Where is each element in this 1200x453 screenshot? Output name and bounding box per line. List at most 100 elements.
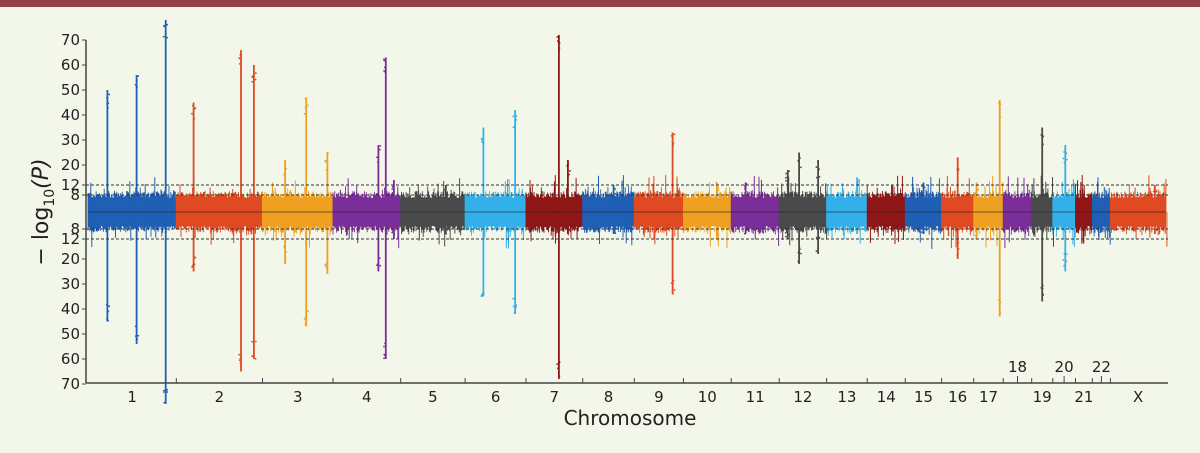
peak-point — [614, 188, 617, 190]
peak-point — [251, 355, 254, 357]
peak-point — [377, 148, 380, 151]
peak-point — [513, 126, 516, 129]
x-tick-label-chr-13: 13 — [837, 388, 856, 406]
peak-point — [800, 166, 802, 169]
peak-point — [924, 195, 927, 198]
peak-point — [922, 198, 925, 201]
peak-point — [515, 115, 518, 118]
peak-point — [240, 54, 242, 57]
peak-point — [786, 175, 789, 178]
peak-chr11-20 — [743, 182, 748, 235]
peak-chr7-15 — [556, 35, 561, 379]
y-tick-label-bottom: 20 — [61, 250, 80, 268]
peak-point — [251, 340, 254, 343]
peak-point — [307, 104, 309, 107]
peak-point — [384, 342, 386, 345]
y-tick-label-bottom: 70 — [61, 375, 80, 393]
peak-point — [999, 103, 1002, 105]
peak-point — [445, 192, 447, 195]
x-tick-label-chr-4: 4 — [362, 388, 372, 406]
peak-point — [785, 224, 787, 227]
peak-point — [672, 144, 674, 147]
peak-point — [305, 98, 308, 100]
y-tick-label-bottom: 50 — [61, 325, 80, 343]
peak-point — [163, 25, 166, 28]
peak-point — [482, 128, 485, 131]
chromosome-6-points — [464, 179, 526, 249]
peak-point — [957, 248, 960, 250]
peak-point — [1041, 287, 1044, 290]
peak-point — [239, 57, 242, 60]
peak-chr20-31 — [1062, 145, 1068, 272]
chromosome-6-noise — [464, 188, 526, 238]
peak-point — [566, 164, 569, 167]
peak-chr3-6 — [283, 160, 287, 264]
peak-chr1-2 — [162, 20, 169, 404]
peak-point — [556, 363, 559, 365]
peak-point — [569, 220, 571, 223]
peak-point — [557, 50, 560, 53]
x-tick-label-chr-6: 6 — [491, 388, 501, 406]
peak-point — [858, 180, 860, 183]
peak-point — [284, 257, 287, 260]
peak-chrX-32 — [1152, 185, 1158, 234]
peak-point — [166, 23, 169, 26]
peak-point — [613, 201, 615, 204]
peak-point — [163, 401, 166, 404]
peak-point — [999, 116, 1002, 118]
x-tick-label-chr-16: 16 — [948, 388, 967, 406]
peak-point — [567, 219, 570, 222]
x-tick-label-chr-17: 17 — [979, 388, 998, 406]
chromosome-7-points — [525, 175, 583, 244]
chromosome-4-points — [332, 178, 401, 249]
peak-chr12-23 — [815, 160, 821, 254]
peak-point — [566, 215, 569, 218]
peak-point — [613, 226, 615, 229]
peak-point — [283, 245, 285, 248]
peak-point — [974, 234, 977, 237]
peak-point — [1062, 157, 1065, 160]
x-tick-label-chr-9: 9 — [654, 388, 664, 406]
peak-point — [383, 357, 385, 360]
peak-point — [1063, 252, 1066, 255]
peak-point — [391, 225, 394, 228]
chromosome-14-noise — [866, 185, 906, 236]
peak-point — [957, 157, 959, 160]
peak-point — [383, 345, 385, 348]
peak-point — [384, 70, 386, 73]
peak-point — [238, 353, 241, 356]
peak-point — [325, 168, 328, 171]
peak-point — [254, 72, 257, 75]
peak-point — [305, 319, 308, 322]
peak-point — [744, 223, 746, 226]
peak-point — [107, 107, 109, 109]
peak-point — [999, 311, 1002, 314]
peak-point — [672, 142, 675, 145]
peak-point — [393, 233, 396, 236]
peak-point — [481, 141, 484, 144]
peak-chr3-8 — [324, 151, 329, 274]
peak-point — [192, 104, 194, 107]
peak-point — [166, 391, 169, 393]
top-accent-bar — [0, 0, 1200, 7]
peak-chr6-14 — [512, 110, 518, 314]
peak-chr17-29 — [998, 100, 1002, 317]
peak-point — [558, 42, 561, 45]
peak-point — [672, 280, 675, 282]
peak-point — [391, 185, 394, 188]
peak-point — [392, 192, 395, 195]
peak-point — [785, 235, 787, 238]
peak-point — [136, 338, 138, 341]
peak-point — [613, 197, 615, 200]
peak-point — [284, 260, 286, 263]
peak-point — [974, 197, 977, 200]
peak-point — [922, 231, 925, 234]
peak-point — [105, 303, 108, 306]
peak-point — [717, 234, 720, 236]
y-tick-label-top: 70 — [61, 31, 80, 49]
peak-point — [392, 220, 395, 223]
peak-point — [254, 340, 257, 343]
peak-point — [673, 289, 676, 291]
